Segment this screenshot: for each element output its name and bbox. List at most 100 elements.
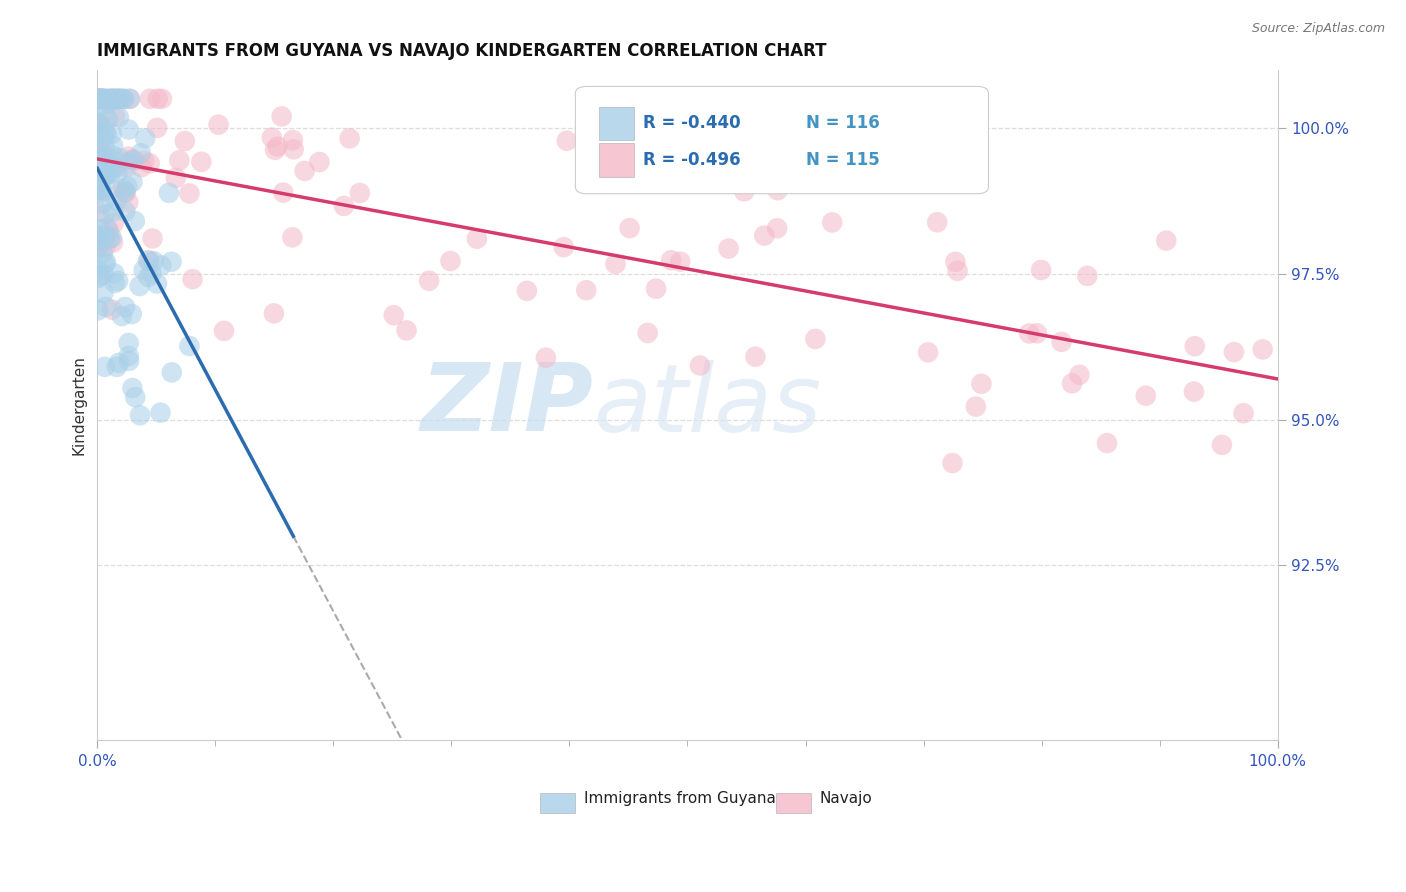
Point [111, 309, 134, 323]
Point [117, 155, 139, 169]
Point [121, 153, 143, 167]
Point [266, 139, 288, 153]
Point [112, 182, 135, 196]
Point [96, 92, 118, 106]
Point [90, 183, 112, 197]
Point [101, 231, 124, 245]
Text: IMMIGRANTS FROM GUYANA VS NAVAJO KINDERGARTEN CORRELATION CHART: IMMIGRANTS FROM GUYANA VS NAVAJO KINDERG… [97, 42, 827, 60]
Point [516, 284, 538, 298]
Point [382, 308, 405, 322]
Point [104, 276, 127, 290]
Text: atlas: atlas [593, 359, 821, 450]
Point [90, 222, 112, 236]
Point [283, 142, 305, 156]
Point [118, 349, 141, 363]
Point [689, 359, 711, 373]
Point [87, 92, 110, 106]
Point [149, 406, 172, 420]
Point [91, 92, 114, 106]
Point [1135, 389, 1157, 403]
Point [87, 229, 110, 244]
Point [917, 345, 939, 359]
Point [94, 239, 117, 253]
Point [173, 134, 195, 148]
Point [281, 230, 304, 244]
Point [89, 148, 111, 162]
Point [86, 137, 108, 152]
Point [766, 221, 789, 235]
Point [101, 235, 124, 250]
Point [439, 254, 461, 268]
Point [105, 92, 128, 106]
Point [121, 307, 143, 321]
Text: N = 116: N = 116 [806, 114, 879, 132]
Point [118, 92, 141, 106]
Point [87, 153, 110, 167]
Point [94, 98, 117, 112]
Point [87, 271, 110, 285]
Point [87, 227, 110, 242]
Point [717, 242, 740, 256]
Point [128, 279, 150, 293]
Point [804, 332, 827, 346]
Point [1076, 268, 1098, 283]
Point [87, 233, 110, 247]
Point [619, 221, 641, 235]
Point [93, 228, 115, 243]
Point [112, 92, 135, 106]
Point [1069, 368, 1091, 382]
Point [112, 92, 135, 106]
Point [114, 186, 136, 200]
Point [89, 173, 111, 187]
Point [87, 151, 110, 165]
Point [124, 214, 146, 228]
Point [90, 268, 112, 283]
Point [160, 254, 183, 268]
Point [117, 195, 139, 210]
Point [754, 228, 776, 243]
Point [190, 154, 212, 169]
Point [93, 140, 115, 154]
Point [108, 92, 131, 106]
Point [94, 92, 117, 106]
Point [672, 92, 695, 106]
Text: R = -0.440: R = -0.440 [643, 114, 741, 132]
Point [946, 264, 969, 278]
Point [104, 109, 127, 123]
Point [101, 139, 124, 153]
Point [87, 92, 110, 106]
Point [169, 153, 191, 168]
Point [970, 376, 993, 391]
Point [294, 164, 316, 178]
Point [1223, 345, 1246, 359]
Point [744, 350, 766, 364]
Point [96, 128, 118, 142]
Point [659, 253, 682, 268]
Point [349, 186, 371, 200]
Point [150, 259, 173, 273]
Point [260, 130, 283, 145]
Point [110, 185, 132, 199]
Point [605, 257, 627, 271]
Point [89, 92, 111, 106]
Point [553, 240, 575, 254]
Point [118, 336, 141, 351]
Point [87, 239, 110, 253]
Point [98, 95, 121, 110]
Text: ZIP: ZIP [420, 359, 593, 451]
Point [90, 235, 112, 249]
Point [89, 136, 111, 150]
Point [669, 254, 692, 268]
Point [103, 159, 125, 173]
Point [821, 215, 844, 229]
Point [146, 277, 169, 291]
Point [101, 302, 124, 317]
Point [141, 231, 163, 245]
Point [103, 216, 125, 230]
Point [98, 225, 121, 239]
Point [142, 254, 165, 268]
Point [418, 274, 440, 288]
Point [91, 92, 114, 106]
Point [90, 92, 112, 106]
Point [281, 133, 304, 147]
